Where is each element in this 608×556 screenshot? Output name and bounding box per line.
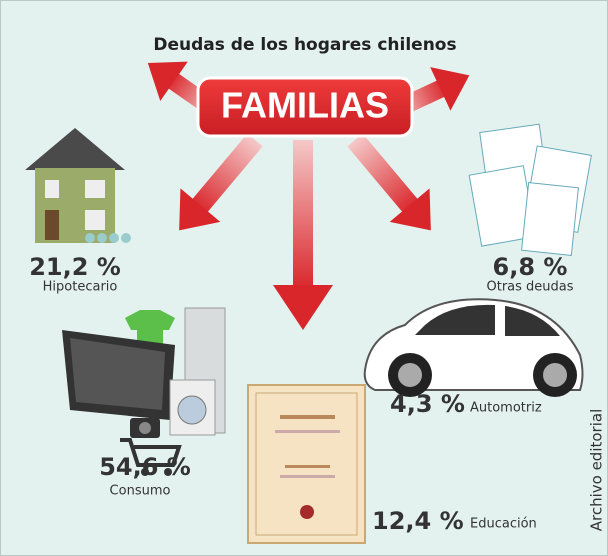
center-box — [196, 76, 414, 138]
label: Otras deudas — [486, 280, 573, 295]
value: 12,4 % — [372, 507, 464, 535]
center-label: FAMILIAS — [221, 85, 389, 126]
label: Consumo — [110, 484, 171, 499]
house-icon — [25, 128, 131, 243]
certificate-icon — [247, 384, 366, 544]
value: 21,2 % — [29, 253, 121, 281]
consumer-goods-icon — [62, 307, 226, 476]
label: Automotriz — [470, 401, 542, 416]
value: 6,8 % — [493, 253, 568, 281]
credit: Archivo editorial — [588, 409, 606, 532]
car-icon — [363, 298, 584, 397]
title: Deudas de los hogares chilenos — [153, 35, 456, 55]
value: 54,6 % — [99, 453, 191, 481]
value: 4,3 % — [390, 390, 465, 418]
label: Hipotecario — [43, 280, 118, 295]
label: Educación — [470, 517, 537, 532]
documents-icon — [468, 123, 592, 256]
